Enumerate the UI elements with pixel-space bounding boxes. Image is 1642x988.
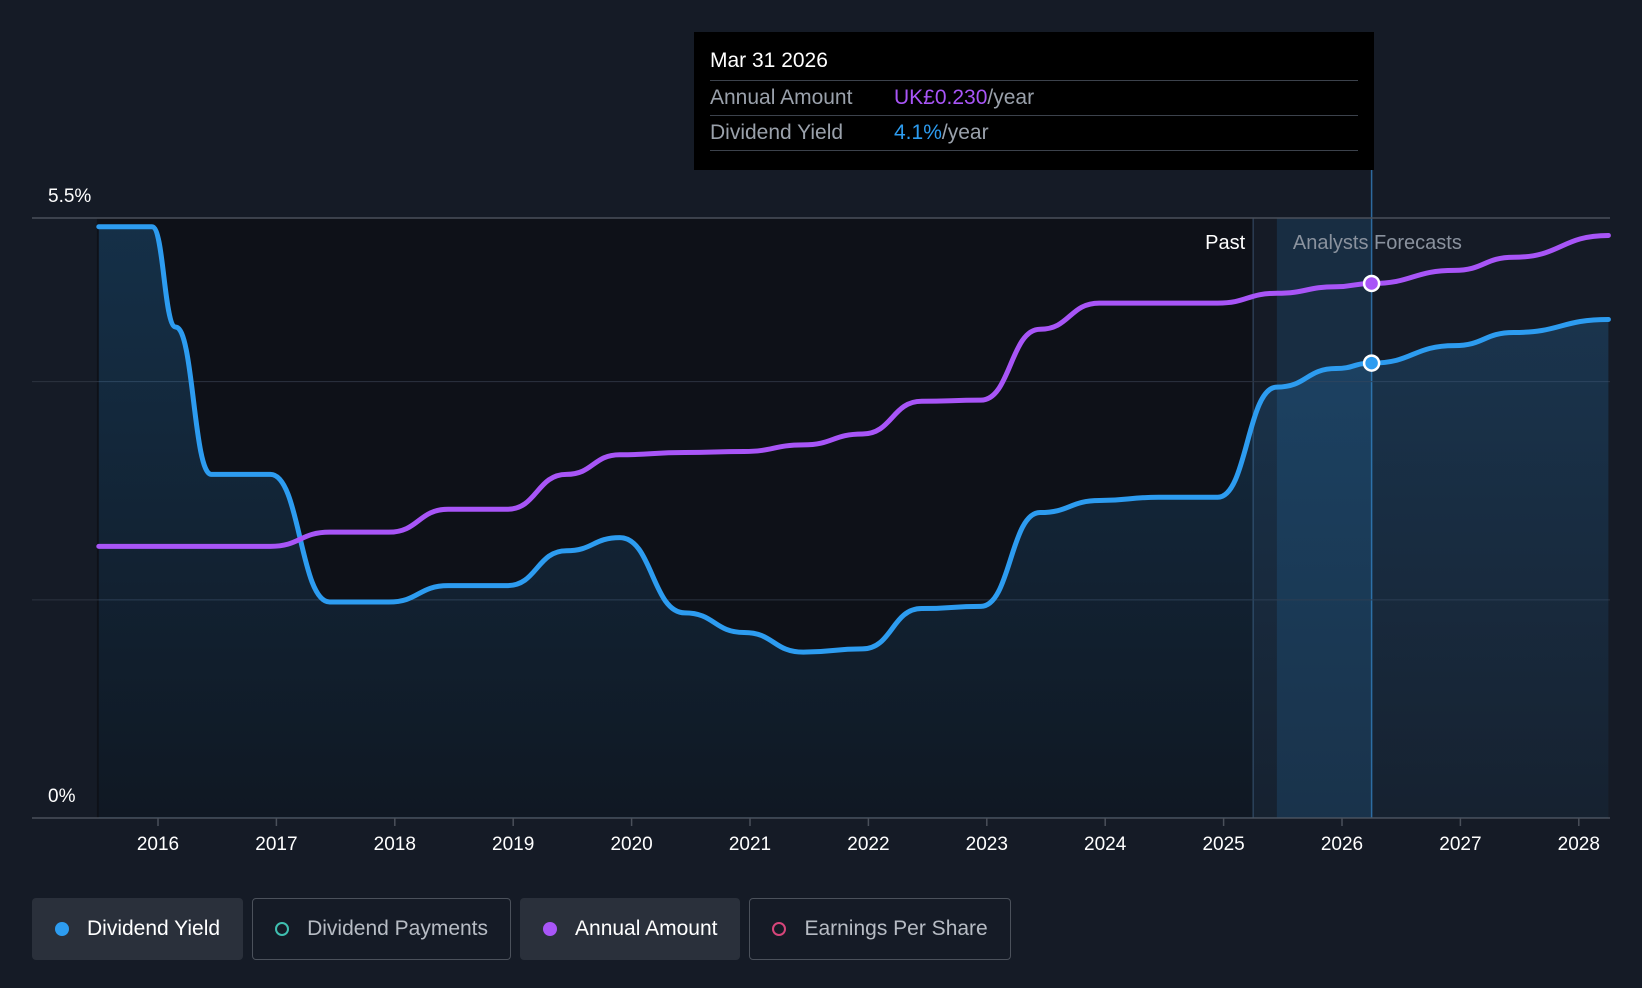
legend-dividend-payments-label: Dividend Payments	[307, 917, 489, 940]
chart-tooltip: Mar 31 2026 Annual Amount UK£0.230/year …	[694, 32, 1374, 170]
legend-earnings-per-share-button[interactable]: Earnings Per Share	[749, 898, 1011, 960]
legend-dividend-payments-button[interactable]: Dividend Payments	[252, 898, 512, 960]
dividend-yield-area	[98, 226, 1609, 818]
annual-amount-dot-icon	[543, 922, 558, 936]
y-axis-label: 5.5%	[48, 186, 91, 207]
earnings-per-share-ring-icon	[772, 922, 787, 936]
x-tick-label: 2025	[1202, 834, 1244, 855]
dividend-payments-ring-icon	[275, 922, 290, 936]
tooltip-dividend-yield-value: 4.1%/year	[894, 116, 989, 150]
annual-amount-line	[96, 232, 1611, 549]
annual-amount-marker[interactable]	[1362, 274, 1381, 293]
x-tick-label: 2016	[137, 834, 179, 855]
x-tick-label: 2022	[847, 834, 889, 855]
dividend-yield-dot-icon	[55, 922, 69, 936]
dividend-yield-value: 4.1%	[894, 121, 942, 144]
dividend-yield-line	[96, 224, 1611, 655]
legend-annual-amount-button[interactable]: Annual Amount	[520, 898, 741, 960]
tooltip-row-dividend-yield: Dividend Yield 4.1%/year	[710, 116, 1358, 151]
tooltip-annual-amount-label: Annual Amount	[710, 86, 853, 109]
legend-annual-amount-label: Annual Amount	[575, 917, 718, 940]
chart-legend: Dividend Yield Dividend Payments Annual …	[32, 898, 1011, 960]
tooltip-row-annual-amount: Annual Amount UK£0.230/year	[710, 81, 1358, 116]
past-label: Past	[1205, 232, 1245, 254]
forecast-label: Analysts Forecasts	[1293, 232, 1462, 254]
tooltip-annual-amount-value: UK£0.230/year	[894, 81, 1034, 115]
x-tick-label: 2024	[1084, 834, 1127, 855]
x-axis-ticks: 2016 2017 2018 2019 2020 2021 2022 2023 2024 2025…	[137, 818, 1600, 855]
tooltip-dividend-yield-label: Dividend Yield	[710, 121, 844, 144]
legend-dividend-yield-button[interactable]: Dividend Yield	[32, 898, 244, 960]
dividend-yield-marker[interactable]	[1362, 354, 1381, 372]
x-tick-label: 2028	[1558, 834, 1600, 855]
tooltip-date: Mar 31 2026	[710, 46, 1358, 81]
x-tick-label: 2023	[966, 834, 1008, 855]
y-axis-labels: 5.5% 0%	[48, 186, 91, 807]
annual-amount-value: UK£0.230	[894, 86, 988, 109]
legend-earnings-per-share-label: Earnings Per Share	[804, 917, 988, 940]
x-tick-label: 2017	[255, 834, 297, 855]
x-tick-label: 2026	[1321, 834, 1363, 855]
dividend-yield-unit: /year	[941, 121, 989, 144]
legend-dividend-yield-label: Dividend Yield	[87, 917, 221, 940]
x-tick-label: 2027	[1439, 834, 1481, 855]
y-axis-label: 0%	[48, 786, 76, 807]
x-tick-label: 2020	[610, 834, 652, 855]
x-tick-label: 2021	[729, 834, 771, 855]
x-tick-label: 2019	[492, 834, 534, 855]
x-tick-label: 2018	[374, 834, 416, 855]
annual-amount-unit: /year	[987, 86, 1035, 109]
